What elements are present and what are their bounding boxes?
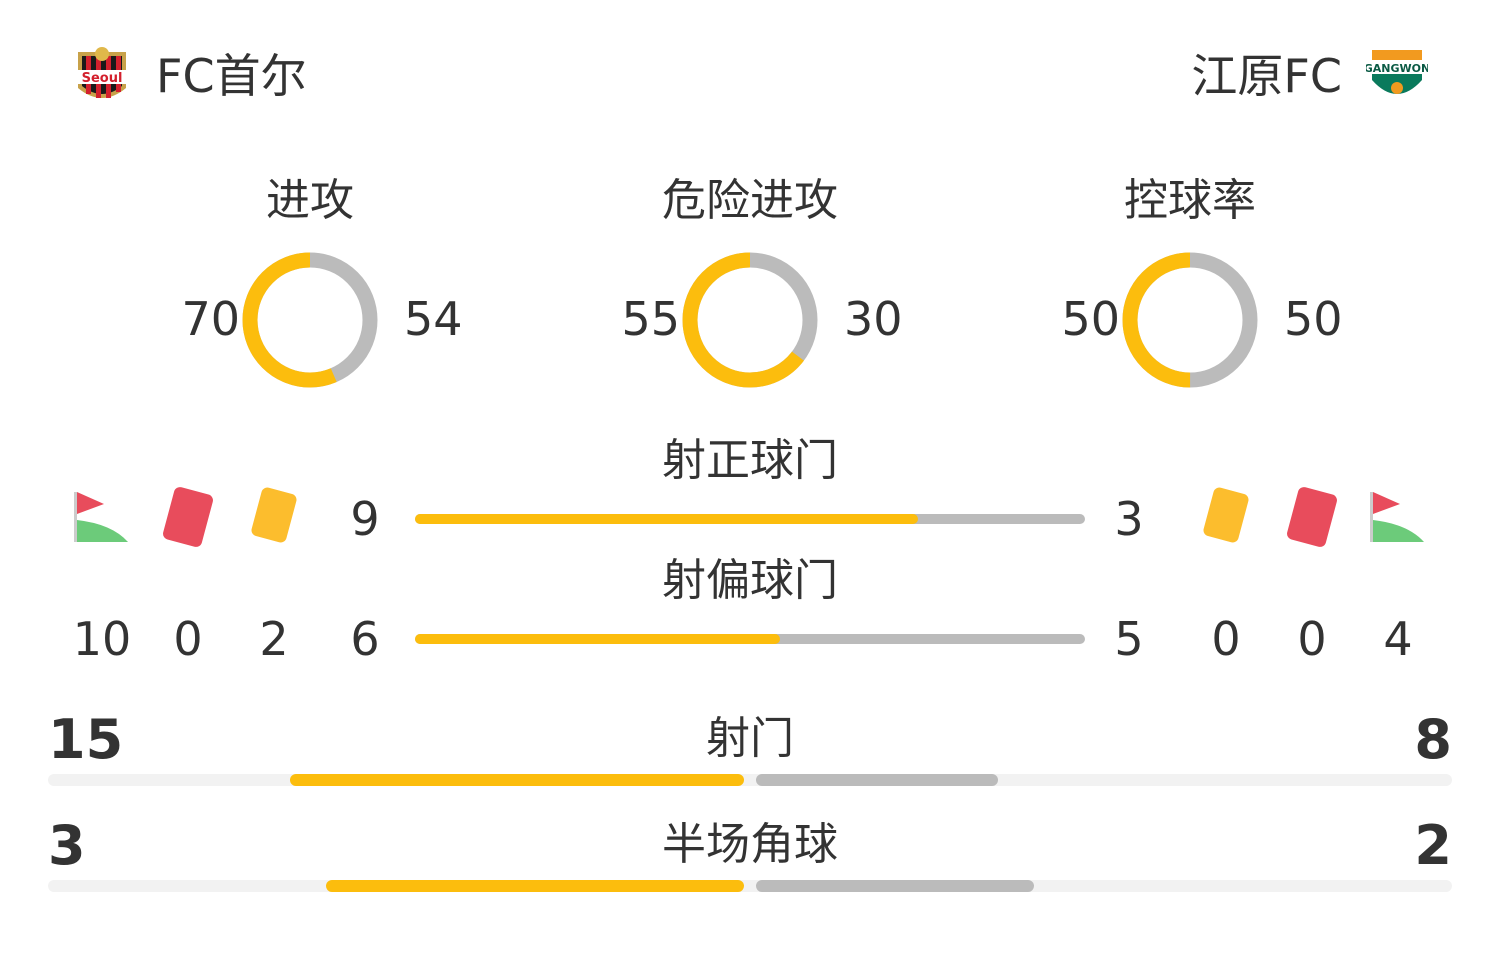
shots-on-target-home-fill: [415, 514, 918, 524]
away-yellow-cards-count: 0: [1211, 612, 1241, 666]
wide-bar-label: 半场角球: [662, 819, 838, 870]
shots-off-target-home-fill: [415, 634, 781, 644]
donut-label: 进攻: [266, 175, 354, 226]
wide-bar-away-value: 2: [1414, 814, 1452, 877]
home-yellow-cards-count: 2: [259, 612, 289, 666]
wide-bar-away-fill: [756, 880, 1035, 892]
wide-bar-track: [48, 880, 1452, 892]
away-red-cards-count: 0: [1297, 612, 1327, 666]
donut-away-value: 50: [1284, 292, 1343, 346]
donut-home-arc: [242, 252, 378, 388]
home-yellow-card-icon: [251, 487, 297, 543]
home-red-card-icon: [163, 487, 213, 547]
wide-bar-away-value: 8: [1414, 708, 1452, 771]
home-red-cards-count: 0: [173, 612, 203, 666]
shots-off-target-bar: [415, 634, 1085, 644]
wide-bar-home-value: 3: [48, 814, 86, 877]
donut-home-value: 70: [181, 292, 240, 346]
shots-off-target-label: 射偏球门: [662, 555, 838, 606]
away-team-logo: GANGWON: [1364, 44, 1430, 112]
donut-label: 危险进攻: [662, 175, 838, 226]
shots-on-target-bar: [415, 514, 1085, 524]
away-shots-off-target: 5: [1114, 612, 1144, 666]
donut-away-value: 54: [404, 292, 463, 346]
donut-label: 控球率: [1124, 175, 1256, 226]
away-yellow-card-icon: [1203, 487, 1249, 543]
away-corners-count: 4: [1383, 612, 1413, 666]
wide-bar-home-fill: [290, 774, 744, 786]
wide-bar-track: [48, 774, 1452, 786]
home-corners-count: 10: [72, 612, 132, 666]
donut-chart: [682, 252, 818, 388]
donut-home-arc: [1122, 252, 1258, 388]
donut-chart: [242, 252, 378, 388]
home-team-name: FC首尔: [156, 49, 307, 103]
svg-text:GANGWON: GANGWON: [1366, 62, 1428, 75]
donut-away-value: 30: [844, 292, 903, 346]
home-shots-on-target: 9: [350, 492, 380, 546]
home-shots-off-target: 6: [350, 612, 380, 666]
svg-text:Seoul: Seoul: [82, 71, 123, 86]
away-red-card-icon: [1287, 487, 1337, 547]
away-team-name: 江原FC: [1191, 49, 1342, 103]
home-corner-flag-icon: [74, 492, 128, 542]
donut-chart: [1122, 252, 1258, 388]
donut-home-value: 50: [1061, 292, 1120, 346]
shots-on-target-label: 射正球门: [662, 435, 838, 486]
donut-home-arc: [682, 252, 818, 388]
donut-home-value: 55: [621, 292, 680, 346]
wide-bar-home-fill: [326, 880, 744, 892]
wide-bar-home-value: 15: [48, 708, 124, 771]
wide-bar-label: 射门: [706, 713, 794, 764]
home-team-logo: Seoul: [74, 44, 130, 112]
away-corner-flag-icon: [1370, 492, 1424, 542]
away-shots-on-target: 3: [1114, 492, 1144, 546]
wide-bar-away-fill: [756, 774, 999, 786]
